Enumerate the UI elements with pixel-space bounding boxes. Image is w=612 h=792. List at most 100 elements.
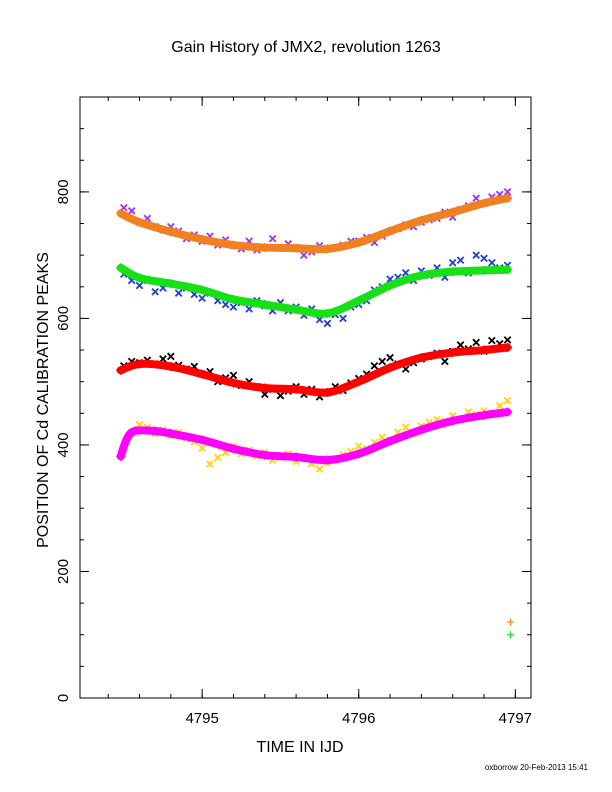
- data-point: [441, 357, 449, 366]
- curve-point: [503, 407, 513, 417]
- series-4: [116, 193, 513, 254]
- curve-point: [354, 449, 364, 459]
- data-point: [221, 300, 230, 309]
- curve-point: [166, 362, 176, 372]
- data-point: [480, 254, 488, 263]
- data-point: [198, 294, 206, 303]
- curve-point: [260, 243, 270, 253]
- curve-point: [260, 383, 270, 393]
- curve-point: [479, 410, 489, 420]
- curve-point: [479, 198, 489, 208]
- y-tick-label: 800: [55, 179, 72, 204]
- data-point: [276, 391, 285, 400]
- curve-point: [197, 369, 207, 379]
- data-point: [206, 460, 214, 468]
- curve-point: [416, 353, 426, 363]
- y-tick-label: 600: [55, 306, 72, 331]
- curve-point: [228, 378, 238, 388]
- curve-point: [503, 343, 513, 353]
- curve-point: [448, 416, 458, 426]
- data-point: [315, 465, 324, 473]
- x-tick-label: 4795: [185, 710, 218, 727]
- data-point: [166, 352, 175, 361]
- curve-point: [197, 234, 207, 244]
- footer-credit: oxborrow 20-Feb-2013 15:41: [485, 763, 589, 772]
- data-point: [472, 338, 481, 347]
- curve-point: [322, 455, 332, 465]
- data-point: [245, 305, 253, 313]
- data-point: [370, 362, 379, 370]
- data-point: [135, 281, 144, 290]
- data-point: [488, 336, 496, 345]
- series-5: [116, 263, 513, 318]
- data-point: [456, 341, 465, 349]
- curve-point: [354, 377, 364, 387]
- data-point: [378, 357, 387, 366]
- curve-point: [479, 345, 489, 355]
- data-point: [127, 207, 136, 215]
- curve-point: [385, 436, 395, 446]
- curve-point: [135, 217, 145, 227]
- series-8: [507, 618, 515, 626]
- series-6: [116, 343, 513, 397]
- curve-point: [116, 365, 126, 375]
- curve-point: [385, 363, 395, 373]
- data-point: [268, 234, 277, 243]
- curve-point: [260, 300, 270, 310]
- plus-marker: [507, 631, 515, 639]
- curve-point: [260, 450, 270, 460]
- curve-point: [166, 227, 176, 237]
- data-point: [300, 251, 308, 259]
- curve-point: [448, 348, 458, 358]
- axes: 4795 4796 4797 0 200 400 600 800: [55, 96, 532, 727]
- curve-point: [130, 426, 140, 436]
- curve-point: [135, 273, 145, 283]
- curve-point: [354, 296, 364, 306]
- data-point: [198, 444, 206, 452]
- data-point: [229, 303, 238, 311]
- curve-point: [166, 279, 176, 289]
- curve-point: [197, 285, 207, 295]
- data-point: [151, 288, 160, 296]
- curve-point: [416, 215, 426, 225]
- curve-point: [135, 359, 145, 369]
- curve-point: [503, 265, 513, 275]
- data-point: [503, 188, 512, 196]
- curve-point: [228, 240, 238, 250]
- curve-point: [116, 451, 126, 461]
- curve-point: [322, 244, 332, 254]
- curve-point: [150, 426, 160, 436]
- y-tick-label: 200: [55, 559, 72, 584]
- data-point: [386, 353, 394, 362]
- data-point: [323, 319, 332, 328]
- curve-point: [416, 425, 426, 435]
- data-point: [401, 423, 410, 432]
- curve-point: [322, 308, 332, 318]
- x-tick-label: 4796: [342, 710, 375, 727]
- curve-point: [291, 452, 301, 462]
- data-point: [472, 194, 481, 203]
- data-point: [174, 289, 183, 297]
- curve-point: [354, 238, 364, 248]
- curve-point: [228, 444, 238, 454]
- fit-curve: [116, 408, 512, 465]
- data-point: [488, 258, 496, 267]
- plus-marker: [507, 618, 515, 626]
- data-point: [229, 371, 238, 380]
- curve-point: [416, 270, 426, 280]
- x-tick-label: 4797: [499, 710, 532, 727]
- fit-curve: [116, 194, 512, 254]
- curve-point: [291, 305, 301, 315]
- data-point: [495, 401, 504, 410]
- data-point: [503, 336, 512, 344]
- curve-point: [116, 263, 126, 273]
- curve-point: [228, 294, 238, 304]
- curve-point: [503, 193, 513, 203]
- curve-point: [479, 265, 489, 275]
- chart-title: Gain History of JMX2, revolution 1263: [171, 39, 441, 56]
- data-point: [456, 256, 465, 265]
- y-tick-label: 400: [55, 432, 72, 457]
- curve-point: [385, 226, 395, 236]
- plot-marks: [116, 188, 515, 639]
